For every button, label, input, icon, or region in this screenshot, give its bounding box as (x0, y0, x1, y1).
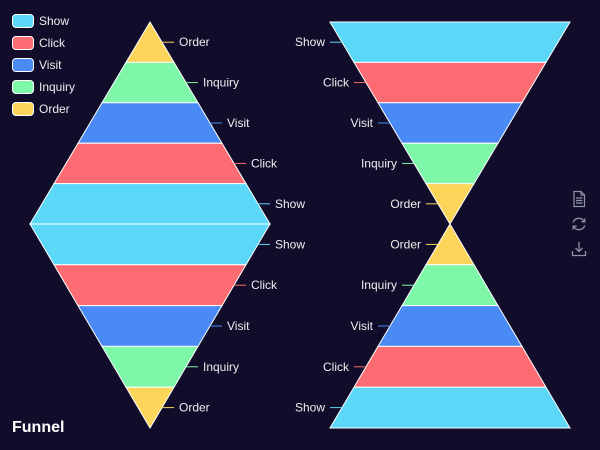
funnel-segment-inquiry[interactable] (401, 142, 499, 185)
legend-swatch-click (12, 36, 34, 50)
chart-title: Funnel (12, 419, 65, 436)
legend-label-visit: Visit (39, 58, 62, 72)
legend-label-click: Click (39, 36, 65, 50)
funnel-segment-click[interactable] (353, 61, 547, 104)
legend-swatch-order (12, 102, 34, 116)
legend: Show Click Visit Inquiry Order (12, 10, 75, 120)
funnel-label: Show (295, 401, 325, 415)
funnel-series: Show Click Visit Inquiry Order (295, 21, 571, 225)
funnel-series: Show Click Visit Inquiry Order (29, 223, 305, 429)
funnel-segment-show[interactable] (29, 223, 271, 266)
legend-label-show: Show (39, 14, 70, 28)
funnel-label: Visit (227, 319, 250, 333)
legend-swatch-show (12, 14, 34, 28)
funnel-label: Show (295, 35, 325, 49)
funnel-label: Order (390, 237, 421, 251)
funnel-segment-visit[interactable] (77, 305, 223, 347)
legend-item-visit[interactable]: Visit (12, 54, 75, 76)
legend-label-order: Order (39, 102, 70, 116)
funnel-segment-inquiry[interactable] (401, 264, 499, 307)
funnel-label: Inquiry (361, 278, 397, 292)
funnel-segment-show[interactable] (329, 21, 571, 63)
funnel-label: Order (179, 401, 210, 415)
legend-label-inquiry: Inquiry (39, 80, 76, 94)
funnel-label: Order (390, 197, 421, 211)
legend-item-order[interactable]: Order (12, 98, 75, 120)
legend-swatch-visit (12, 58, 34, 72)
funnel-label: Show (275, 237, 305, 251)
funnel-segment-click[interactable] (53, 264, 247, 307)
funnel-segment-show[interactable] (329, 386, 571, 429)
funnel-label: Show (275, 197, 305, 211)
funnel-label: Visit (351, 319, 374, 333)
funnel-label: Click (323, 360, 350, 374)
funnel-label: Inquiry (203, 76, 239, 90)
funnel-label: Inquiry (203, 360, 239, 374)
funnel-segment-inquiry[interactable] (101, 61, 199, 104)
restore-icon[interactable] (570, 215, 588, 233)
legend-item-show[interactable]: Show (12, 10, 75, 32)
funnel-segment-visit[interactable] (377, 305, 523, 347)
legend-item-click[interactable]: Click (12, 32, 75, 54)
funnel-label: Order (179, 35, 210, 49)
funnel-label: Click (251, 156, 278, 170)
funnel-segment-show[interactable] (29, 183, 271, 225)
funnel-series: Order Inquiry Visit Click Show (295, 223, 571, 429)
funnel-label: Visit (227, 116, 250, 130)
data-view-icon[interactable] (570, 190, 588, 208)
legend-item-inquiry[interactable]: Inquiry (12, 76, 75, 98)
funnel-label: Inquiry (361, 156, 397, 170)
legend-swatch-inquiry (12, 80, 34, 94)
toolbox (570, 190, 588, 265)
funnel-label: Visit (351, 116, 374, 130)
funnel-label: Click (323, 76, 350, 90)
save-image-icon[interactable] (570, 240, 588, 258)
funnel-segment-click[interactable] (53, 142, 247, 185)
funnel-segment-visit[interactable] (77, 102, 223, 144)
funnel-label: Click (251, 278, 278, 292)
funnel-segment-inquiry[interactable] (101, 345, 199, 388)
funnel-segment-click[interactable] (353, 345, 547, 388)
funnel-segment-visit[interactable] (377, 102, 523, 144)
